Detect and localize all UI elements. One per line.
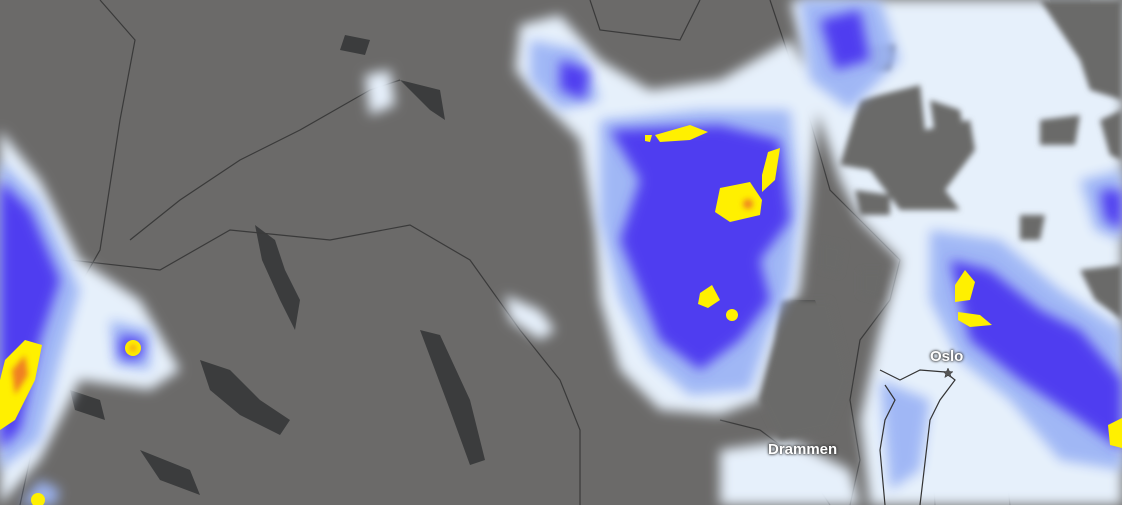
- star-icon: [942, 367, 954, 379]
- precip-extreme: [12, 199, 753, 395]
- land-gaps: [760, 0, 1122, 440]
- place-label-drammen[interactable]: Drammen: [768, 441, 838, 458]
- place-label-oslo[interactable]: Oslo: [930, 348, 964, 365]
